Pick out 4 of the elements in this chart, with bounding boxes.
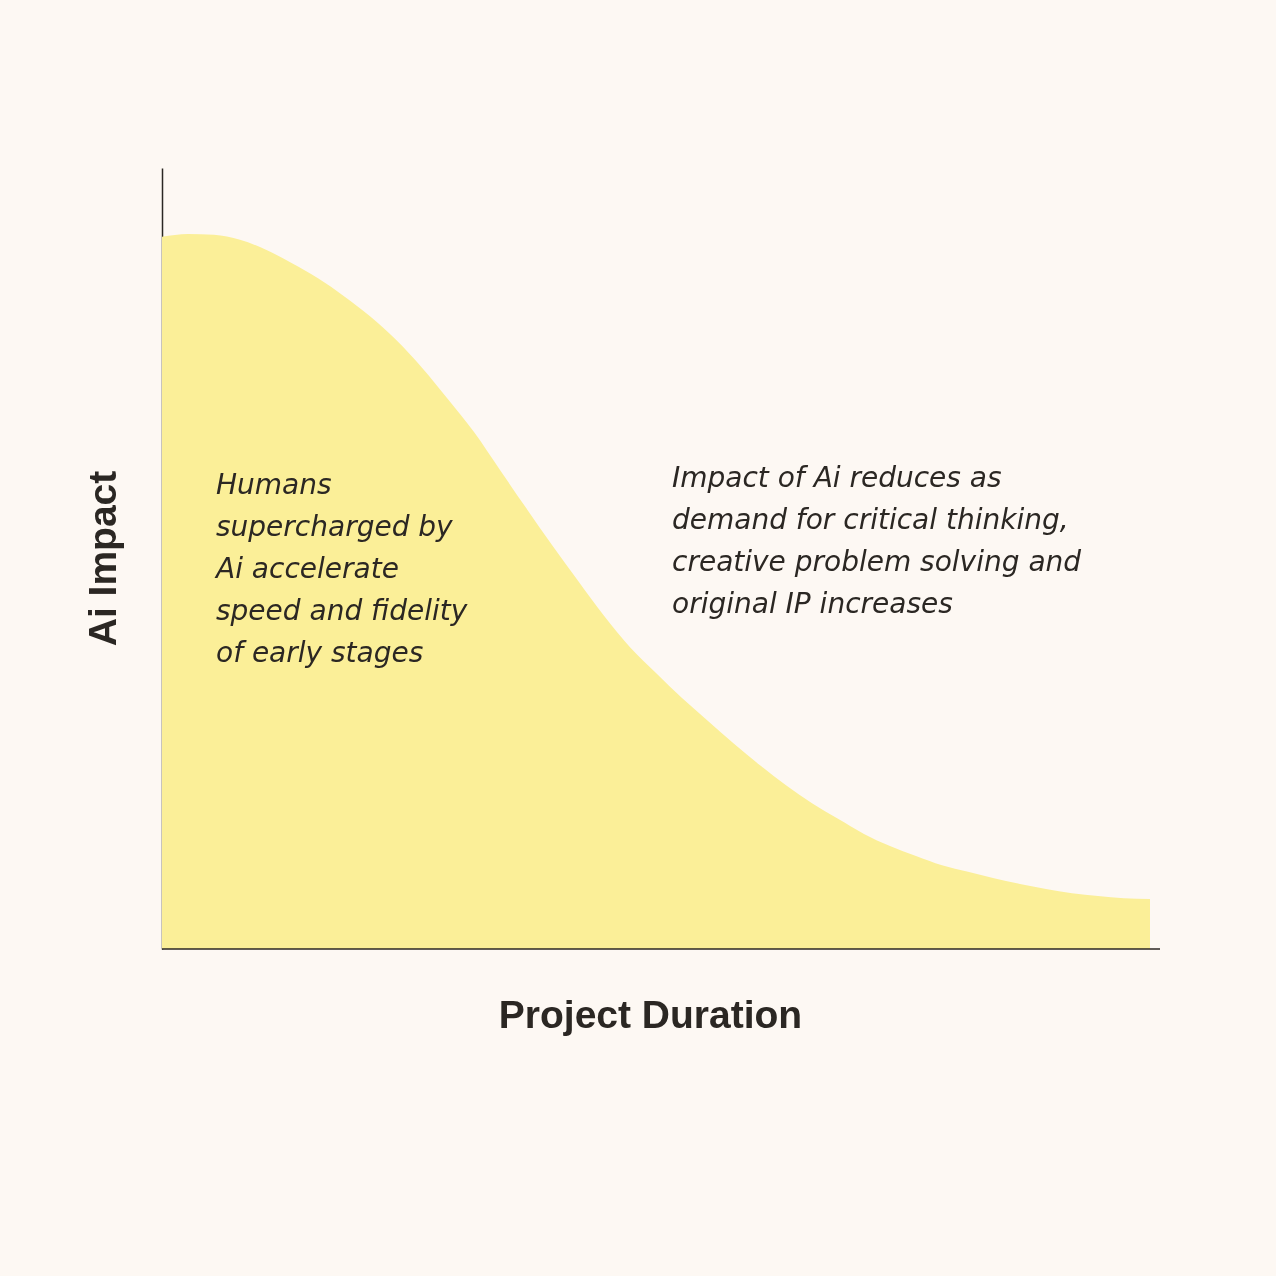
x-axis-title: Project Duration [498, 992, 803, 1036]
annotation: Impact of Ai reduces as demand for critical thinking, creative problem solving and original IP increases [672, 461, 1082, 620]
y-axis-title: Ai Impact [80, 470, 124, 647]
annotation: Humans supercharged by Ai accelerate speed and fidelity of early stages [214, 468, 468, 669]
